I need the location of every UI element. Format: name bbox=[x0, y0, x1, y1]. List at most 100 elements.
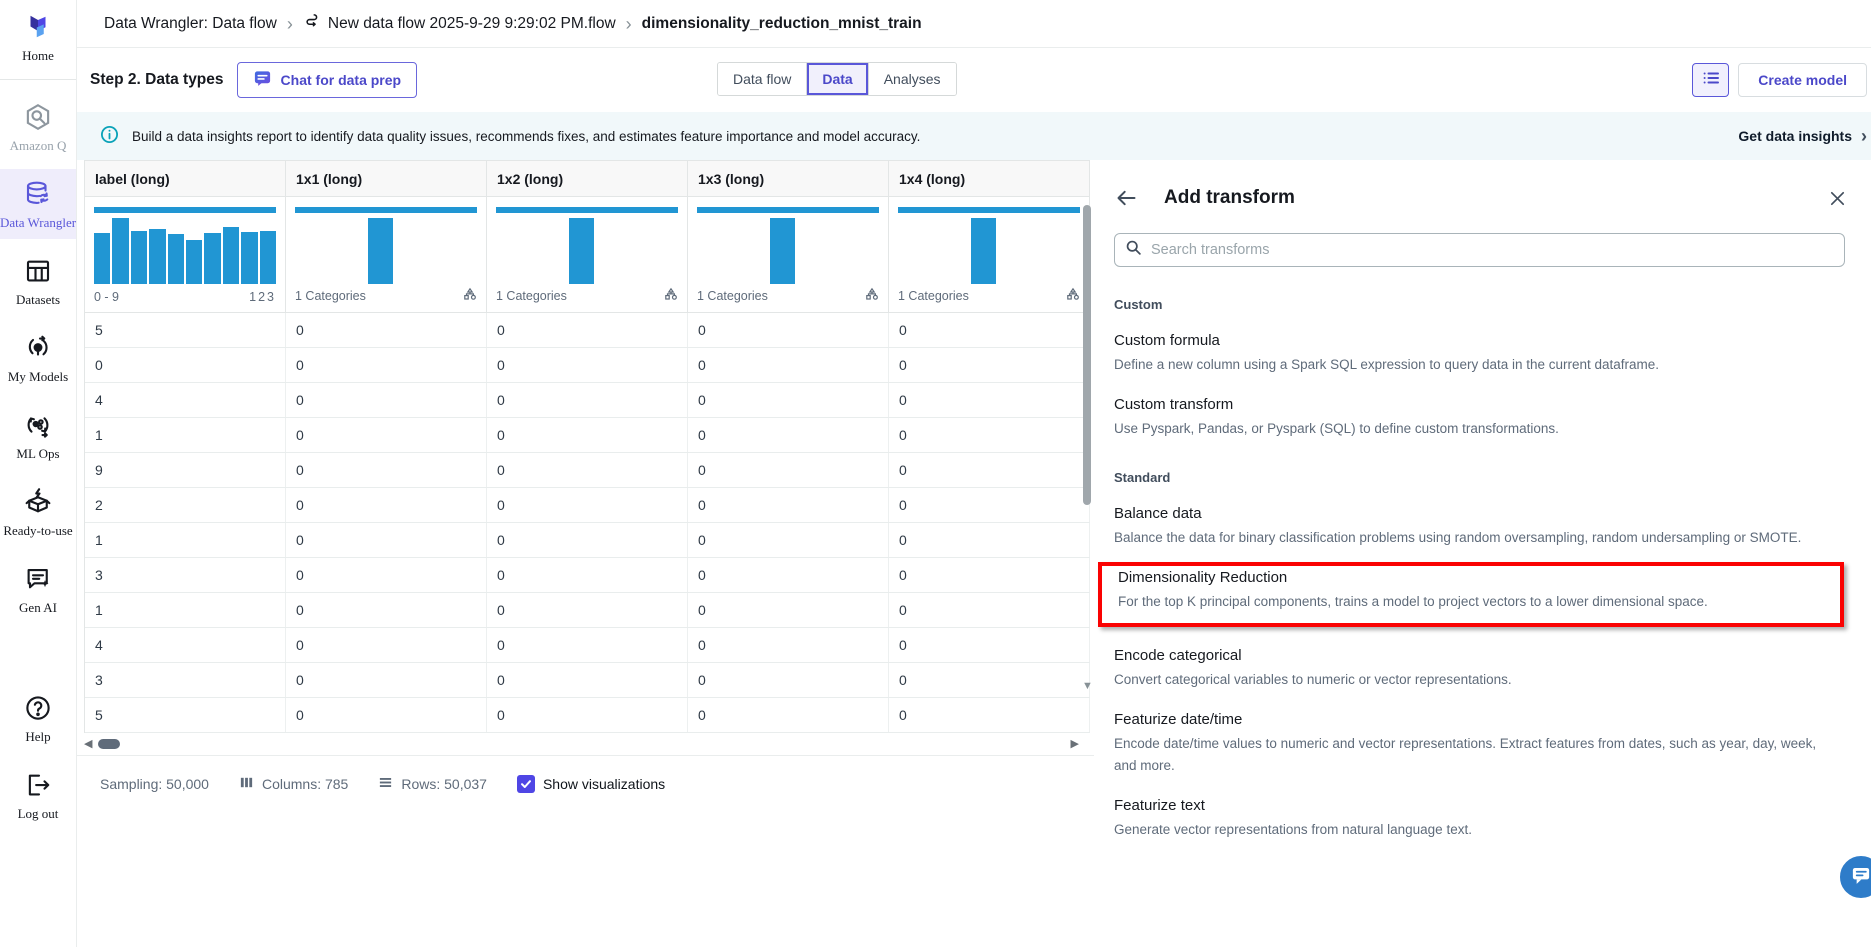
transform-item-custom-transform[interactable]: Custom transform Use Pyspark, Pandas, or… bbox=[1114, 396, 1854, 440]
table-cell: 4 bbox=[85, 628, 286, 662]
get-data-insights-link[interactable]: Get data insights › bbox=[1738, 126, 1867, 147]
chat-for-data-prep-button[interactable]: Chat for data prep bbox=[237, 62, 418, 98]
table-cell: 0 bbox=[487, 348, 688, 382]
column-header-1x3-long[interactable]: 1x3 (long) bbox=[688, 161, 889, 196]
histogram-bar bbox=[569, 218, 594, 284]
table-row: 10000 bbox=[85, 523, 1090, 558]
ready-to-use-icon bbox=[22, 486, 54, 518]
data-wrangler-icon bbox=[22, 178, 54, 210]
table-cell: 0 bbox=[889, 383, 1090, 417]
sidebar-item-amazon-q[interactable]: Amazon Q bbox=[0, 92, 76, 162]
table-cell: 0 bbox=[286, 418, 487, 452]
transform-item-encode-categorical[interactable]: Encode categorical Convert categorical v… bbox=[1114, 647, 1854, 691]
columns-status: Columns: 785 bbox=[239, 775, 348, 793]
search-transforms-input[interactable] bbox=[1151, 242, 1834, 258]
sidebar-item-datasets[interactable]: Datasets bbox=[0, 246, 76, 316]
column-histogram-label-long: 0 - 9123 bbox=[85, 197, 286, 312]
sidebar-item-ready-to-use[interactable]: Ready-to-use bbox=[0, 477, 76, 547]
table-row: 50000 bbox=[85, 698, 1090, 733]
valid-data-bar bbox=[496, 207, 678, 213]
search-transforms-box bbox=[1114, 233, 1845, 267]
table-cell: 5 bbox=[85, 698, 286, 732]
transform-item-balance-data[interactable]: Balance data Balance the data for binary… bbox=[1114, 505, 1854, 549]
column-header-label-long[interactable]: label (long) bbox=[85, 161, 286, 196]
sidebar-item-ml-ops[interactable]: ML Ops bbox=[0, 400, 76, 470]
step-title: Step 2. Data types bbox=[90, 71, 224, 89]
horizontal-scrollbar[interactable]: ◀ ▶ bbox=[84, 737, 1079, 751]
scroll-down-arrow-icon[interactable]: ▼ bbox=[1082, 680, 1093, 692]
table-cell: 1 bbox=[85, 593, 286, 627]
table-row: 20000 bbox=[85, 488, 1090, 523]
help-icon bbox=[22, 692, 54, 724]
grid-body: 5000000000400001000090000200001000030000… bbox=[85, 313, 1090, 733]
table-cell: 0 bbox=[286, 383, 487, 417]
steps-list-button[interactable] bbox=[1692, 63, 1729, 97]
transform-item-dimensionality-reduction[interactable]: Dimensionality Reduction For the top K p… bbox=[1118, 569, 1828, 613]
rows-icon bbox=[378, 775, 393, 793]
histogram-range-label: 1 Categories bbox=[697, 289, 768, 303]
table-cell: 0 bbox=[688, 593, 889, 627]
table-cell: 0 bbox=[487, 313, 688, 347]
sidebar-item-home[interactable]: Home bbox=[0, 2, 76, 72]
back-arrow-icon[interactable] bbox=[1114, 186, 1138, 210]
banner-message: Build a data insights report to identify… bbox=[132, 129, 1725, 144]
toolbar: Step 2. Data types Chat for data prep Da… bbox=[77, 48, 1871, 112]
vertical-scrollbar[interactable]: ▼ bbox=[1082, 202, 1092, 692]
create-model-button[interactable]: Create model bbox=[1738, 63, 1867, 97]
table-cell: 0 bbox=[487, 558, 688, 592]
scroll-left-arrow-icon[interactable]: ◀ bbox=[84, 739, 92, 750]
scroll-right-arrow-icon[interactable]: ▶ bbox=[1071, 739, 1079, 750]
view-tabs: Data flowDataAnalyses bbox=[717, 62, 957, 96]
histogram-range-label: 0 - 9 bbox=[94, 290, 119, 304]
breadcrumb-root[interactable]: Data Wrangler: Data flow bbox=[104, 15, 277, 33]
sidebar-item-my-models[interactable]: My Models bbox=[0, 323, 76, 393]
table-cell: 0 bbox=[889, 628, 1090, 662]
table-cell: 9 bbox=[85, 453, 286, 487]
column-histogram-1x3-long: 1 Categories bbox=[688, 197, 889, 312]
table-cell: 0 bbox=[286, 488, 487, 522]
table-cell: 0 bbox=[889, 593, 1090, 627]
sidebar-item-help[interactable]: Help bbox=[0, 683, 76, 753]
horizontal-scrollbar-thumb[interactable] bbox=[98, 739, 120, 749]
category-hierarchy-icon bbox=[463, 287, 477, 304]
column-header-1x2-long[interactable]: 1x2 (long) bbox=[487, 161, 688, 196]
table-row: 90000 bbox=[85, 453, 1090, 488]
histogram-range-label: 1 Categories bbox=[295, 289, 366, 303]
sidebar-item-data-wrangler[interactable]: Data Wrangler bbox=[0, 169, 76, 239]
column-histogram-1x2-long: 1 Categories bbox=[487, 197, 688, 312]
sampling-status: Sampling: 50,000 bbox=[100, 776, 209, 792]
columns-icon bbox=[239, 775, 254, 793]
sidebar-item-log-out[interactable]: Log out bbox=[0, 760, 76, 830]
table-cell: 0 bbox=[889, 698, 1090, 732]
table-cell: 0 bbox=[286, 663, 487, 697]
transform-item-featurize-text[interactable]: Featurize text Generate vector represent… bbox=[1114, 797, 1854, 841]
tab-data[interactable]: Data bbox=[807, 63, 868, 95]
section-heading-custom: Custom bbox=[1114, 297, 1854, 312]
table-cell: 0 bbox=[889, 488, 1090, 522]
column-header-1x1-long[interactable]: 1x1 (long) bbox=[286, 161, 487, 196]
sidebar-item-gen-ai[interactable]: Gen AI bbox=[0, 554, 76, 624]
data-grid: label (long)1x1 (long)1x2 (long)1x3 (lon… bbox=[84, 160, 1090, 733]
table-cell: 0 bbox=[286, 348, 487, 382]
show-visualizations-toggle[interactable]: Show visualizations bbox=[517, 775, 665, 793]
table-row: 10000 bbox=[85, 593, 1090, 628]
category-hierarchy-icon bbox=[664, 287, 678, 304]
chat-bubble-icon bbox=[253, 69, 272, 91]
show-visualizations-checkbox[interactable] bbox=[517, 775, 535, 793]
histogram-range-label: 1 Categories bbox=[496, 289, 567, 303]
vertical-scrollbar-thumb[interactable] bbox=[1083, 205, 1091, 505]
breadcrumb-flow-file[interactable]: New data flow 2025-9-29 9:29:02 PM.flow bbox=[303, 12, 616, 35]
column-header-1x4-long[interactable]: 1x4 (long) bbox=[889, 161, 1090, 196]
close-icon[interactable] bbox=[1828, 189, 1847, 208]
table-cell: 0 bbox=[286, 593, 487, 627]
chevron-right-icon: › bbox=[287, 15, 293, 33]
table-cell: 0 bbox=[487, 453, 688, 487]
tab-analyses[interactable]: Analyses bbox=[869, 63, 956, 95]
grid-histogram-row: 0 - 9123 1 Categories 1 Categories 1 Cat… bbox=[85, 197, 1090, 313]
table-cell: 0 bbox=[688, 558, 889, 592]
tab-data-flow[interactable]: Data flow bbox=[718, 63, 807, 95]
home-logo-icon bbox=[22, 11, 54, 43]
transform-item-custom-formula[interactable]: Custom formula Define a new column using… bbox=[1114, 332, 1854, 376]
table-cell: 1 bbox=[85, 523, 286, 557]
transform-item-featurize-date-time[interactable]: Featurize date/time Encode date/time val… bbox=[1114, 711, 1854, 777]
